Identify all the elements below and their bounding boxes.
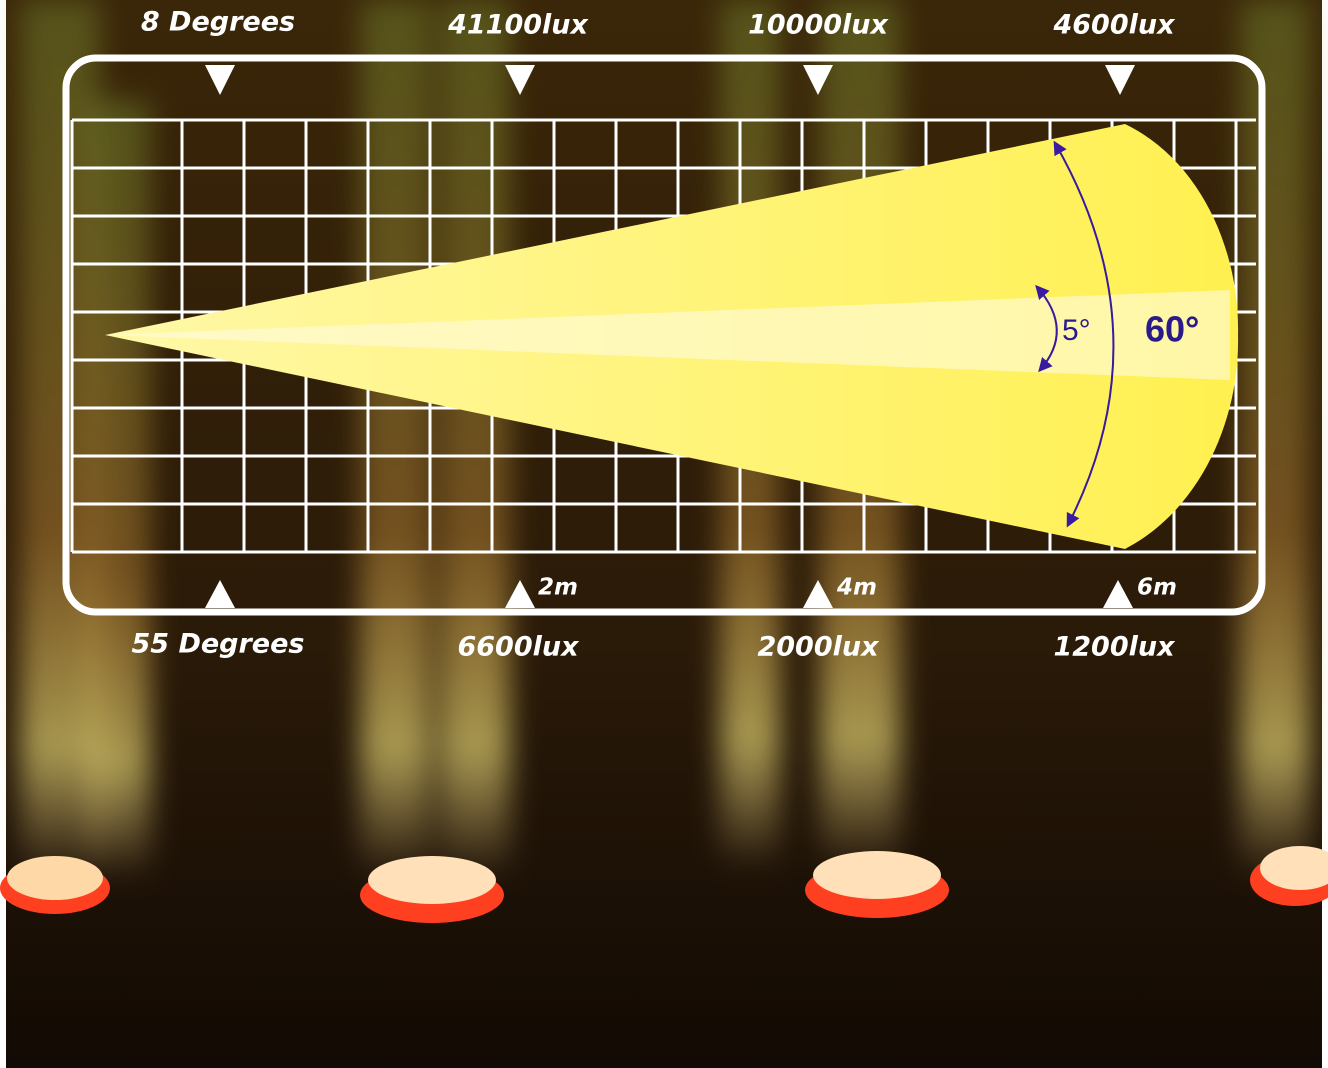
distance: 6m <box>1137 575 1177 601</box>
bottom-angle: 55 Degrees <box>131 629 304 660</box>
inner-angle: 5° <box>1062 314 1091 347</box>
bottom-lux: 6600lux <box>457 632 580 663</box>
bottom-lux: 2000lux <box>757 632 880 663</box>
outer-angle-arrow <box>1053 140 1115 528</box>
top-lux: 10000lux <box>748 10 889 41</box>
top-lux: 41100lux <box>447 10 589 41</box>
outer-angle: 60° <box>1145 309 1199 350</box>
distance: 4m <box>836 575 877 601</box>
inner-angle-arrow <box>1035 284 1058 373</box>
markers <box>205 65 1135 608</box>
top-angle: 8 Degrees <box>141 7 295 38</box>
fixtures <box>0 846 1328 923</box>
frame <box>62 54 1266 616</box>
top-lux: 4600lux <box>1052 10 1176 41</box>
bottom-lux: 1200lux <box>1053 632 1176 663</box>
distance: 2m <box>538 575 578 601</box>
inner-beam <box>105 290 1230 380</box>
